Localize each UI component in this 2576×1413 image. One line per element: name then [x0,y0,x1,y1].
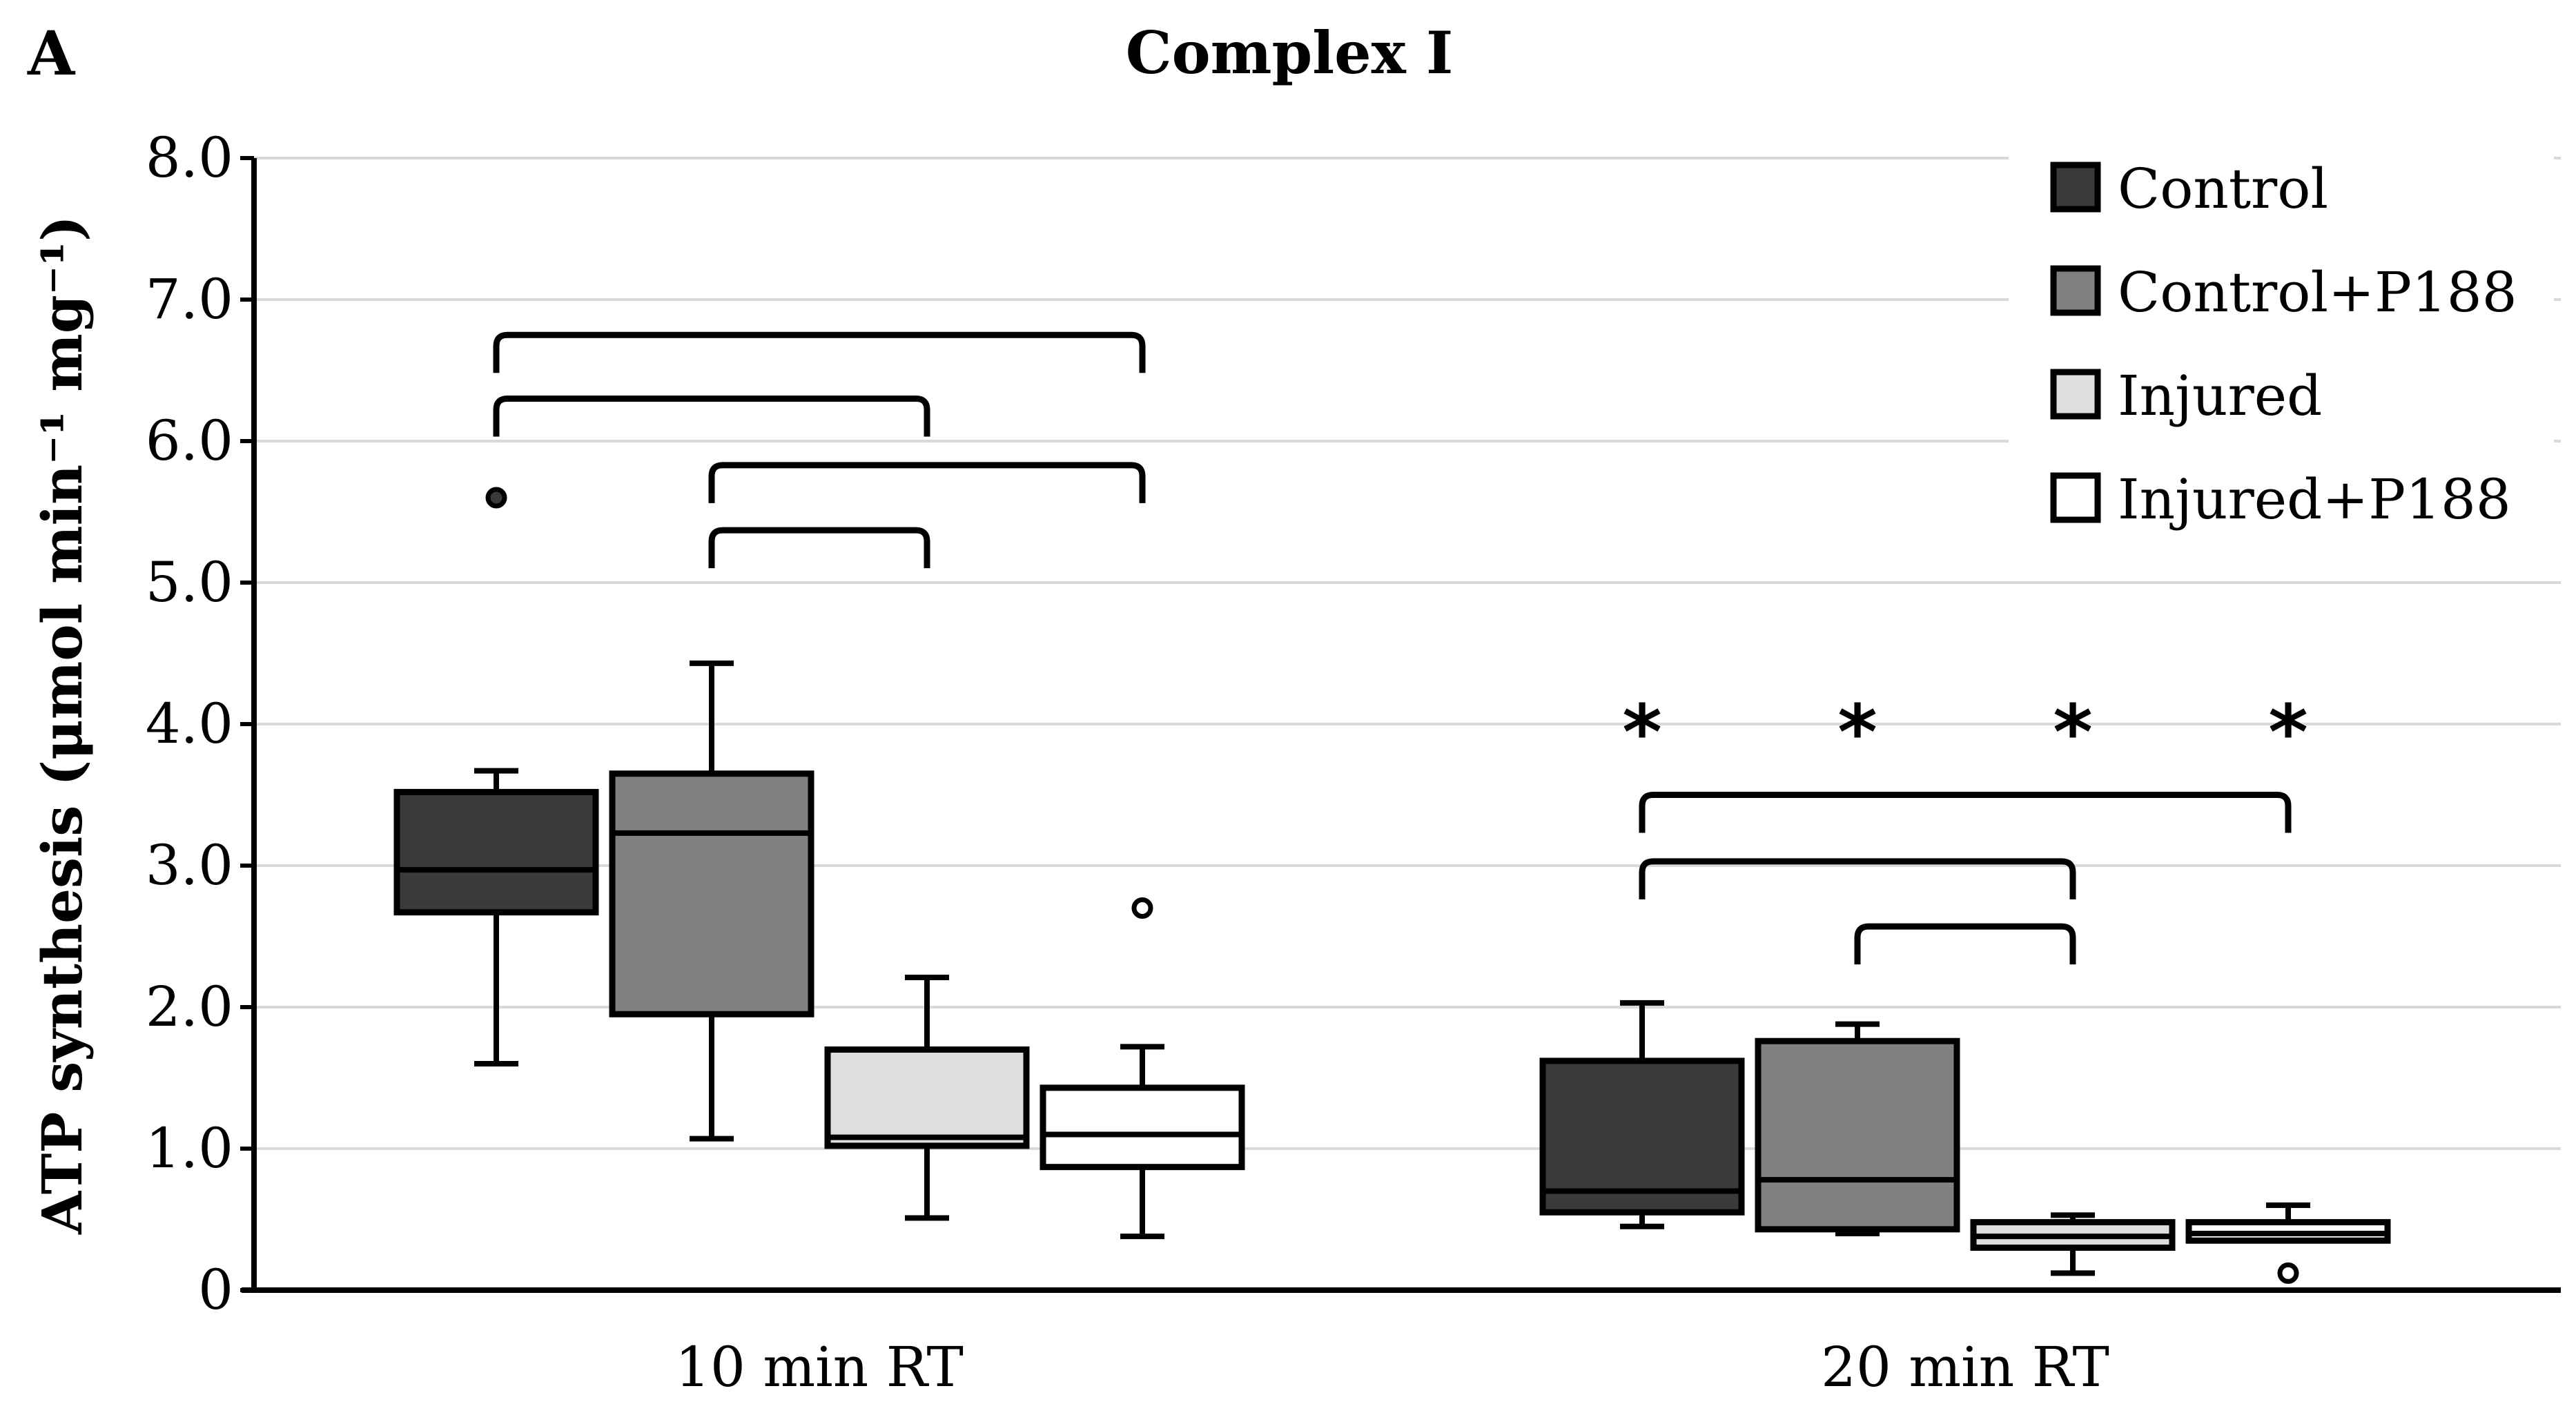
outlier-point [485,487,507,509]
legend-label: Injured+P188 [2118,467,2511,532]
box-body [824,1046,1030,1149]
box-plots [393,487,2391,1284]
box-plot [824,974,1030,1221]
box-plot [1970,1212,2176,1276]
box-body [1539,1058,1745,1216]
significance-star: * [1837,688,1877,777]
legend: Control Control+P188 Injured Injured+P188 [2009,138,2554,552]
y-tick-label: 0 [198,1258,233,1322]
box-plot [2185,1202,2391,1284]
significance-brackets [493,331,2292,965]
panel-letter: A [27,17,76,89]
y-ticks: 0 1.0 2.0 3.0 4.0 5.0 6.0 7.0 8.0 [146,126,254,1322]
significance-star: * [2268,688,2308,777]
legend-swatch [2050,265,2101,316]
box-body [393,788,599,916]
legend-label: Injured [2118,364,2322,428]
significance-stars: * * * * [1622,688,2308,777]
legend-item: Injured+P188 [2050,467,2511,532]
y-tick-label: 2.0 [146,975,233,1039]
legend-swatch [2050,369,2101,420]
y-tick-label: 4.0 [146,692,233,756]
y-tick-label: 8.0 [146,126,233,190]
box-plot [393,487,599,1066]
x-category-label: 10 min RT [675,1335,964,1399]
y-axis-label: ATP synthesis (μmol min⁻¹ mg⁻¹) [30,215,95,1235]
x-category-labels: 10 min RT 20 min RT [675,1335,2109,1399]
y-tick-label: 7.0 [146,267,233,331]
box-plot [609,660,814,1142]
significance-bracket [493,396,930,437]
y-tick-label: 6.0 [146,409,233,473]
box-body [1040,1084,1245,1171]
box-plot [1755,1021,1960,1236]
box-body [1755,1037,1960,1233]
y-tick-label: 5.0 [146,550,233,614]
legend-item: Control [2050,157,2328,221]
outlier-point [2277,1262,2299,1284]
box-plot [1539,1000,1745,1229]
box-plot [1040,897,1245,1240]
y-tick-label: 1.0 [146,1116,233,1180]
legend-label: Control [2118,157,2328,221]
significance-bracket [493,331,1146,373]
significance-bracket [1639,858,2076,899]
legend-swatch [2050,472,2101,523]
significance-bracket [1639,792,2292,833]
y-tick-label: 3.0 [146,833,233,897]
significance-star: * [2053,688,2093,777]
significance-bracket [708,462,1146,503]
significance-bracket [708,527,930,569]
legend-swatch [2050,162,2101,213]
significance-bracket [1854,923,2076,965]
outlier-point [1131,897,1153,919]
legend-item: Control+P188 [2050,260,2517,324]
x-category-label: 20 min RT [1821,1335,2109,1399]
significance-star: * [1622,688,1662,777]
chart-title: Complex I [1126,19,1453,87]
box-body [609,770,814,1017]
legend-label: Control+P188 [2118,260,2517,324]
legend-item: Injured [2050,364,2322,428]
